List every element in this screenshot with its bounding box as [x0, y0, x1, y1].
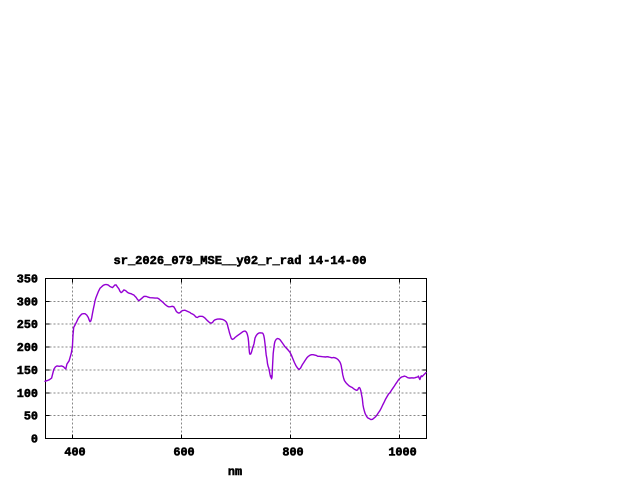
- svg-text:150: 150: [17, 364, 38, 378]
- svg-text:250: 250: [17, 318, 38, 332]
- svg-text:100: 100: [17, 387, 38, 401]
- svg-text:600: 600: [173, 446, 194, 460]
- svg-text:0: 0: [31, 433, 38, 447]
- svg-text:nm: nm: [228, 465, 242, 479]
- svg-text:350: 350: [17, 273, 38, 287]
- svg-text:800: 800: [282, 446, 303, 460]
- svg-text:300: 300: [17, 295, 38, 309]
- svg-text:1000: 1000: [388, 446, 416, 460]
- svg-text:200: 200: [17, 341, 38, 355]
- svg-text:sr_2026_079_MSE__y02_r_rad 14-: sr_2026_079_MSE__y02_r_rad 14-14-00: [114, 254, 367, 268]
- svg-text:50: 50: [24, 410, 38, 424]
- svg-text:400: 400: [64, 446, 85, 460]
